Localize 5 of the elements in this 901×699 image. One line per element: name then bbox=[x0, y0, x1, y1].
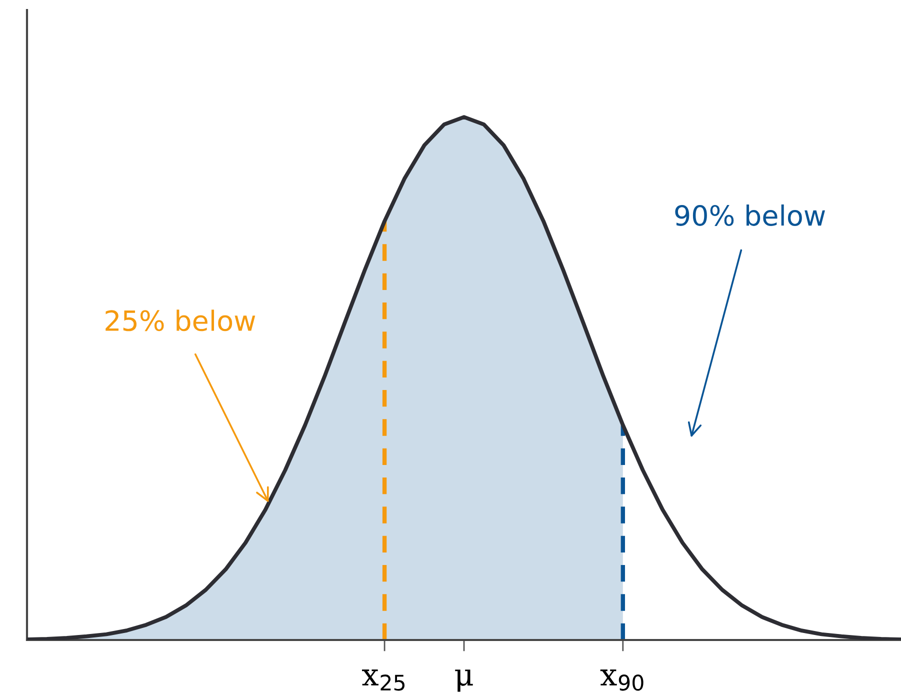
annotation: 90% below bbox=[675, 204, 825, 226]
annotation: 25% below bbox=[106, 310, 256, 332]
x-tick-label: x$_{25}$ bbox=[362, 670, 404, 691]
x-tick-label: x$_{90}$ bbox=[600, 670, 644, 691]
x-tick-label: μ bbox=[455, 670, 473, 692]
